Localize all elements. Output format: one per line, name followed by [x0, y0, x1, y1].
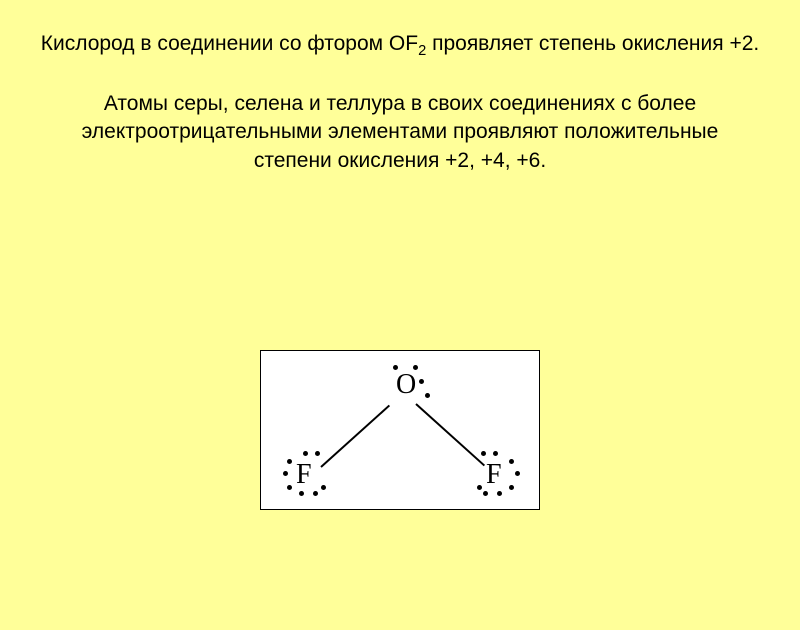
electron-dot: [419, 379, 424, 384]
electron-dot: [483, 491, 488, 496]
atom-fluorine-left: F: [296, 459, 312, 491]
electron-dot: [283, 471, 288, 476]
electron-dot: [477, 485, 482, 490]
electron-dot: [493, 451, 498, 456]
electron-dot: [393, 365, 398, 370]
electron-dot: [515, 471, 520, 476]
lewis-structure-diagram: O F F: [260, 350, 540, 510]
p1-post: проявляет степень окисления +2.: [426, 32, 759, 55]
electron-dot: [413, 365, 418, 370]
electron-dot: [425, 393, 430, 398]
electron-dot: [287, 459, 292, 464]
electron-dot: [481, 451, 486, 456]
electron-dot: [313, 491, 318, 496]
atom-oxygen: O: [396, 369, 416, 401]
electron-dot: [509, 485, 514, 490]
electron-dot: [287, 485, 292, 490]
electron-dot: [321, 485, 326, 490]
diagram-canvas: O F F: [261, 351, 539, 509]
p1-pre: Кислород в соединении со фтором OF: [41, 32, 418, 55]
paragraph-1: Кислород в соединении со фтором OF2 проя…: [0, 30, 800, 62]
electron-dot: [509, 459, 514, 464]
electron-dot: [315, 451, 320, 456]
electron-dot: [497, 491, 502, 496]
paragraph-2: Атомы серы, селена и теллура в своих сое…: [0, 90, 800, 175]
bond-right: [415, 403, 485, 466]
bond-left: [320, 405, 390, 468]
atom-fluorine-right: F: [486, 459, 502, 491]
electron-dot: [303, 451, 308, 456]
electron-dot: [299, 491, 304, 496]
